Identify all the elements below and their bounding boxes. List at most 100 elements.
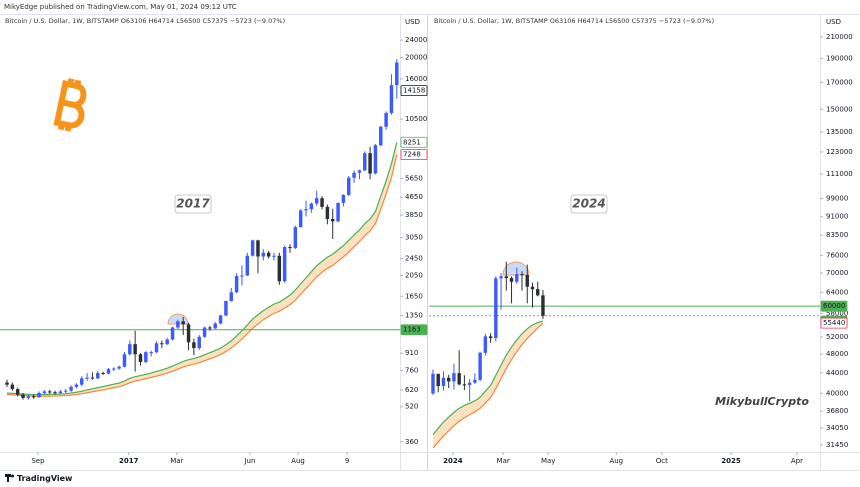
candle-body — [117, 366, 121, 369]
y-tick-label: 58000 — [826, 309, 848, 317]
candle-body — [106, 369, 111, 374]
candle-body — [112, 368, 116, 370]
candle-body — [363, 153, 367, 171]
candle-body — [234, 275, 239, 293]
candle-body — [293, 227, 298, 249]
candle-body — [90, 377, 95, 379]
candle-body — [160, 343, 164, 345]
candle-body — [165, 339, 169, 345]
candle-body — [368, 153, 372, 174]
candle-body — [245, 255, 250, 276]
price-label: 8251 — [403, 138, 421, 146]
candle-body — [63, 390, 68, 392]
candle-body — [520, 274, 524, 276]
y-tick-label: 190000 — [826, 54, 853, 62]
candle-body — [74, 384, 79, 387]
candle-body — [483, 336, 488, 353]
x-tick-label: Aug — [291, 457, 305, 465]
candle-body — [261, 252, 266, 257]
price-label: 60000 — [823, 302, 845, 310]
candle-body — [515, 274, 519, 282]
candle-body — [197, 336, 201, 349]
x-tick-label: May — [541, 457, 555, 465]
x-tick-label: Mar — [497, 457, 510, 465]
candle-body — [314, 198, 319, 204]
y-tick-label: 123000 — [826, 148, 853, 156]
candle-body — [26, 396, 31, 398]
candle-body — [272, 255, 276, 257]
candle-body — [325, 206, 330, 219]
x-tick-label: Mar — [170, 457, 183, 465]
candle-body — [499, 276, 503, 279]
candle-body — [256, 240, 260, 257]
candle-body — [341, 194, 346, 203]
ma-band — [6, 142, 397, 397]
candle-body — [37, 393, 41, 398]
candle-body — [229, 292, 233, 302]
candle-body — [149, 352, 153, 354]
candle-body — [530, 286, 535, 290]
x-tick-label: Oct — [656, 457, 668, 465]
x-tick-label: Sep — [31, 457, 45, 465]
bitcoin-logo — [53, 78, 87, 132]
candle-body — [96, 372, 100, 379]
y-tick-label: 150000 — [826, 105, 853, 113]
candle-body — [441, 377, 446, 387]
y-tick-label: 2450 — [405, 254, 423, 262]
x-tick-label: Jun — [243, 457, 255, 465]
candle-body — [320, 198, 324, 207]
candle-body — [467, 382, 472, 385]
price-label-box — [400, 149, 428, 161]
candle-body — [31, 396, 36, 398]
candle-body — [122, 354, 127, 367]
candle-body — [488, 336, 493, 339]
candle-body — [541, 295, 545, 316]
candle-body — [330, 218, 335, 222]
candle-body — [473, 379, 477, 383]
tradingview-logo — [5, 474, 14, 482]
candle-body — [10, 384, 15, 390]
chart-title: Bitcoin / U.S. Dollar, 1W, BITSTAMP O631… — [434, 17, 714, 25]
candle-body — [218, 315, 223, 324]
candle-body — [42, 391, 47, 394]
moving-average — [6, 154, 398, 397]
candle-body — [478, 352, 482, 380]
candle-body — [389, 85, 394, 114]
y-tick-label: 16000 — [405, 75, 427, 83]
moving-average — [432, 320, 544, 436]
candle-body — [395, 62, 399, 86]
candle-body — [509, 278, 514, 282]
x-tick-label: 9 — [345, 457, 349, 465]
y-tick-label: 760 — [405, 366, 418, 374]
y-tick-label: 40000 — [826, 389, 848, 397]
footer-brand: TradingView — [17, 474, 73, 483]
candle-body — [452, 373, 456, 382]
candle-body — [494, 278, 498, 339]
candle-body — [21, 394, 25, 398]
x-tick-label: 2017 — [119, 457, 139, 465]
candle-body — [357, 170, 362, 173]
candle-body — [144, 352, 148, 362]
x-tick-label: 2024 — [443, 457, 463, 465]
price-label: 55440 — [823, 319, 845, 327]
candle-body — [101, 372, 105, 374]
y-tick-label: 52000 — [826, 333, 848, 341]
candle-body — [457, 373, 461, 385]
publisher-header: MikyEdge published on TradingView.com, M… — [4, 3, 237, 11]
price-label: 7248 — [403, 151, 421, 159]
y-tick-label: 20000 — [405, 54, 427, 62]
annotation: 2017 — [176, 197, 210, 211]
candle-body — [224, 301, 228, 316]
candle-body — [47, 391, 52, 393]
candle-body — [282, 247, 287, 282]
y-tick-label: 64000 — [826, 288, 848, 296]
y-tick-label: 210000 — [826, 33, 853, 41]
candle-body — [154, 343, 159, 353]
y-tick-label: 360 — [405, 438, 418, 446]
y-tick-label: 76000 — [826, 251, 848, 259]
y-tick-label: 44000 — [826, 369, 848, 377]
candle-body — [170, 327, 175, 340]
candle-body — [379, 126, 383, 146]
candle-body — [240, 275, 244, 277]
